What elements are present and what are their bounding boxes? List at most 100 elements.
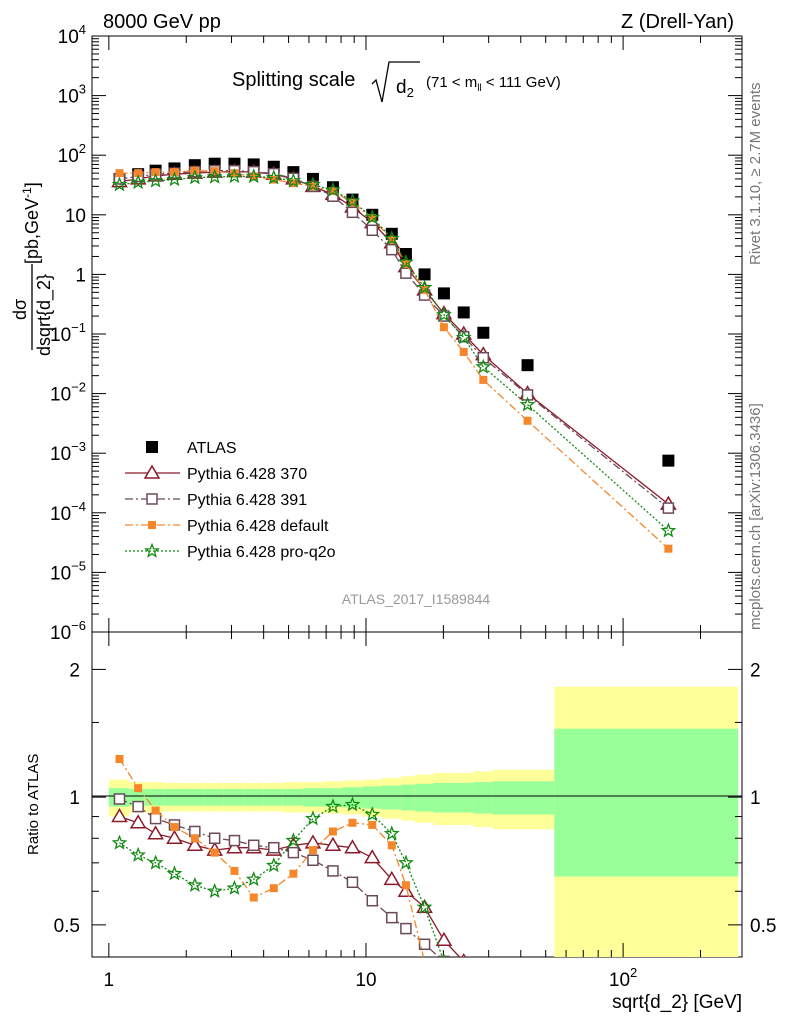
ratio-y-tick-label: 0.5 [54,916,80,937]
point-proq2o [398,854,414,870]
band-inner [204,789,224,806]
analysis-id: ATLAS_2017_I1589844 [342,591,491,607]
point-proq2o [364,806,381,822]
point-default [387,841,396,850]
point-370 [397,882,415,898]
point-default [249,893,258,902]
point-default [328,827,337,836]
point-391 [132,800,144,813]
point-default [439,323,448,332]
band-inner [322,788,343,807]
point-proq2o [455,329,472,345]
point-proq2o [383,825,400,841]
legend-label: Pythia 6.428 391 [187,492,307,509]
point-default [401,259,410,268]
point-default [210,848,219,857]
ratio-y-tick-label: 1 [69,788,80,809]
point-391 [149,812,162,825]
point-default [269,175,278,184]
point-default [401,881,410,890]
point-proq2o [147,172,164,188]
point-default [348,198,357,207]
point-default [170,823,179,832]
point-atlas [662,454,675,467]
point-default [230,169,239,178]
ylabel-unit: [pb,GeV-1] [20,182,42,264]
point-default [151,168,160,177]
point-atlas [418,268,431,281]
point-391 [287,846,300,859]
point-default [368,214,377,223]
point-default [368,820,377,829]
point-proq2o [245,168,262,184]
band-inner [243,789,264,806]
point-atlas [146,441,158,453]
point-391 [662,502,675,514]
point-391 [418,938,431,951]
y-tick-label: 104 [58,22,86,48]
point-proq2o [226,168,243,184]
series-line [119,170,669,509]
point-proq2o [305,810,321,826]
point-proq2o [416,279,433,295]
legend-label: Pythia 6.428 370 [187,466,307,483]
point-proq2o [383,230,400,246]
point-proq2o [111,834,128,850]
legend: ATLAS Pythia 6.428 370 Pythia 6.428 391 Pyt… [125,440,336,561]
point-391 [346,206,359,219]
point-proq2o [436,306,452,322]
title-range: (71 < mll < 111 GeV) [426,74,561,94]
point-proq2o [226,879,243,895]
point-391 [400,922,412,935]
ratio-xlabel: sqrt{d_2} [GeV] [612,992,742,1013]
y-tick-label: 10 [65,206,86,227]
band-inner [554,728,739,877]
point-proq2o [144,542,160,558]
y-tick-label: 10−4 [50,499,86,525]
band-inner [146,789,165,806]
point-proq2o [475,358,492,374]
series-line [119,170,669,505]
point-default [479,375,488,384]
point-atlas [477,326,490,339]
point-proq2o [305,176,321,192]
ratio-ylabel: Ratio to ATLAS [25,754,42,855]
point-391 [386,243,398,256]
point-default [134,169,143,178]
point-default [134,784,143,793]
point-391 [268,841,280,854]
y-tick-label: 102 [58,141,86,167]
point-atlas [437,287,450,300]
point-370 [324,836,342,852]
ratio-plot-frame [91,631,743,958]
point-391 [386,911,398,924]
point-default [249,172,258,181]
band-inner [164,789,185,806]
series-line [119,175,669,532]
point-default [115,754,124,763]
point-proq2o [285,832,302,848]
ratio-y-tick-label-right: 2 [750,660,761,681]
mcplots-label: mcplots.cern.ch [arXiv:1306.3436] [747,403,764,630]
point-default [328,187,337,196]
point-atlas [457,306,470,319]
point-391 [366,224,379,237]
point-391 [346,876,359,889]
point-391 [113,793,126,805]
chart-title: Splitting scale [232,69,355,91]
point-proq2o [111,176,128,192]
point-370 [383,870,401,886]
point-391 [327,865,339,877]
y-tick-label: 10−6 [50,618,86,644]
point-proq2o [206,168,223,184]
point-391 [307,854,319,866]
point-370 [435,931,453,946]
point-default [387,235,396,244]
point-proq2o [166,865,183,881]
point-391 [438,310,450,322]
band-inner [362,786,382,809]
ylabel-numerator: dσ [10,299,30,320]
point-default [230,866,239,875]
